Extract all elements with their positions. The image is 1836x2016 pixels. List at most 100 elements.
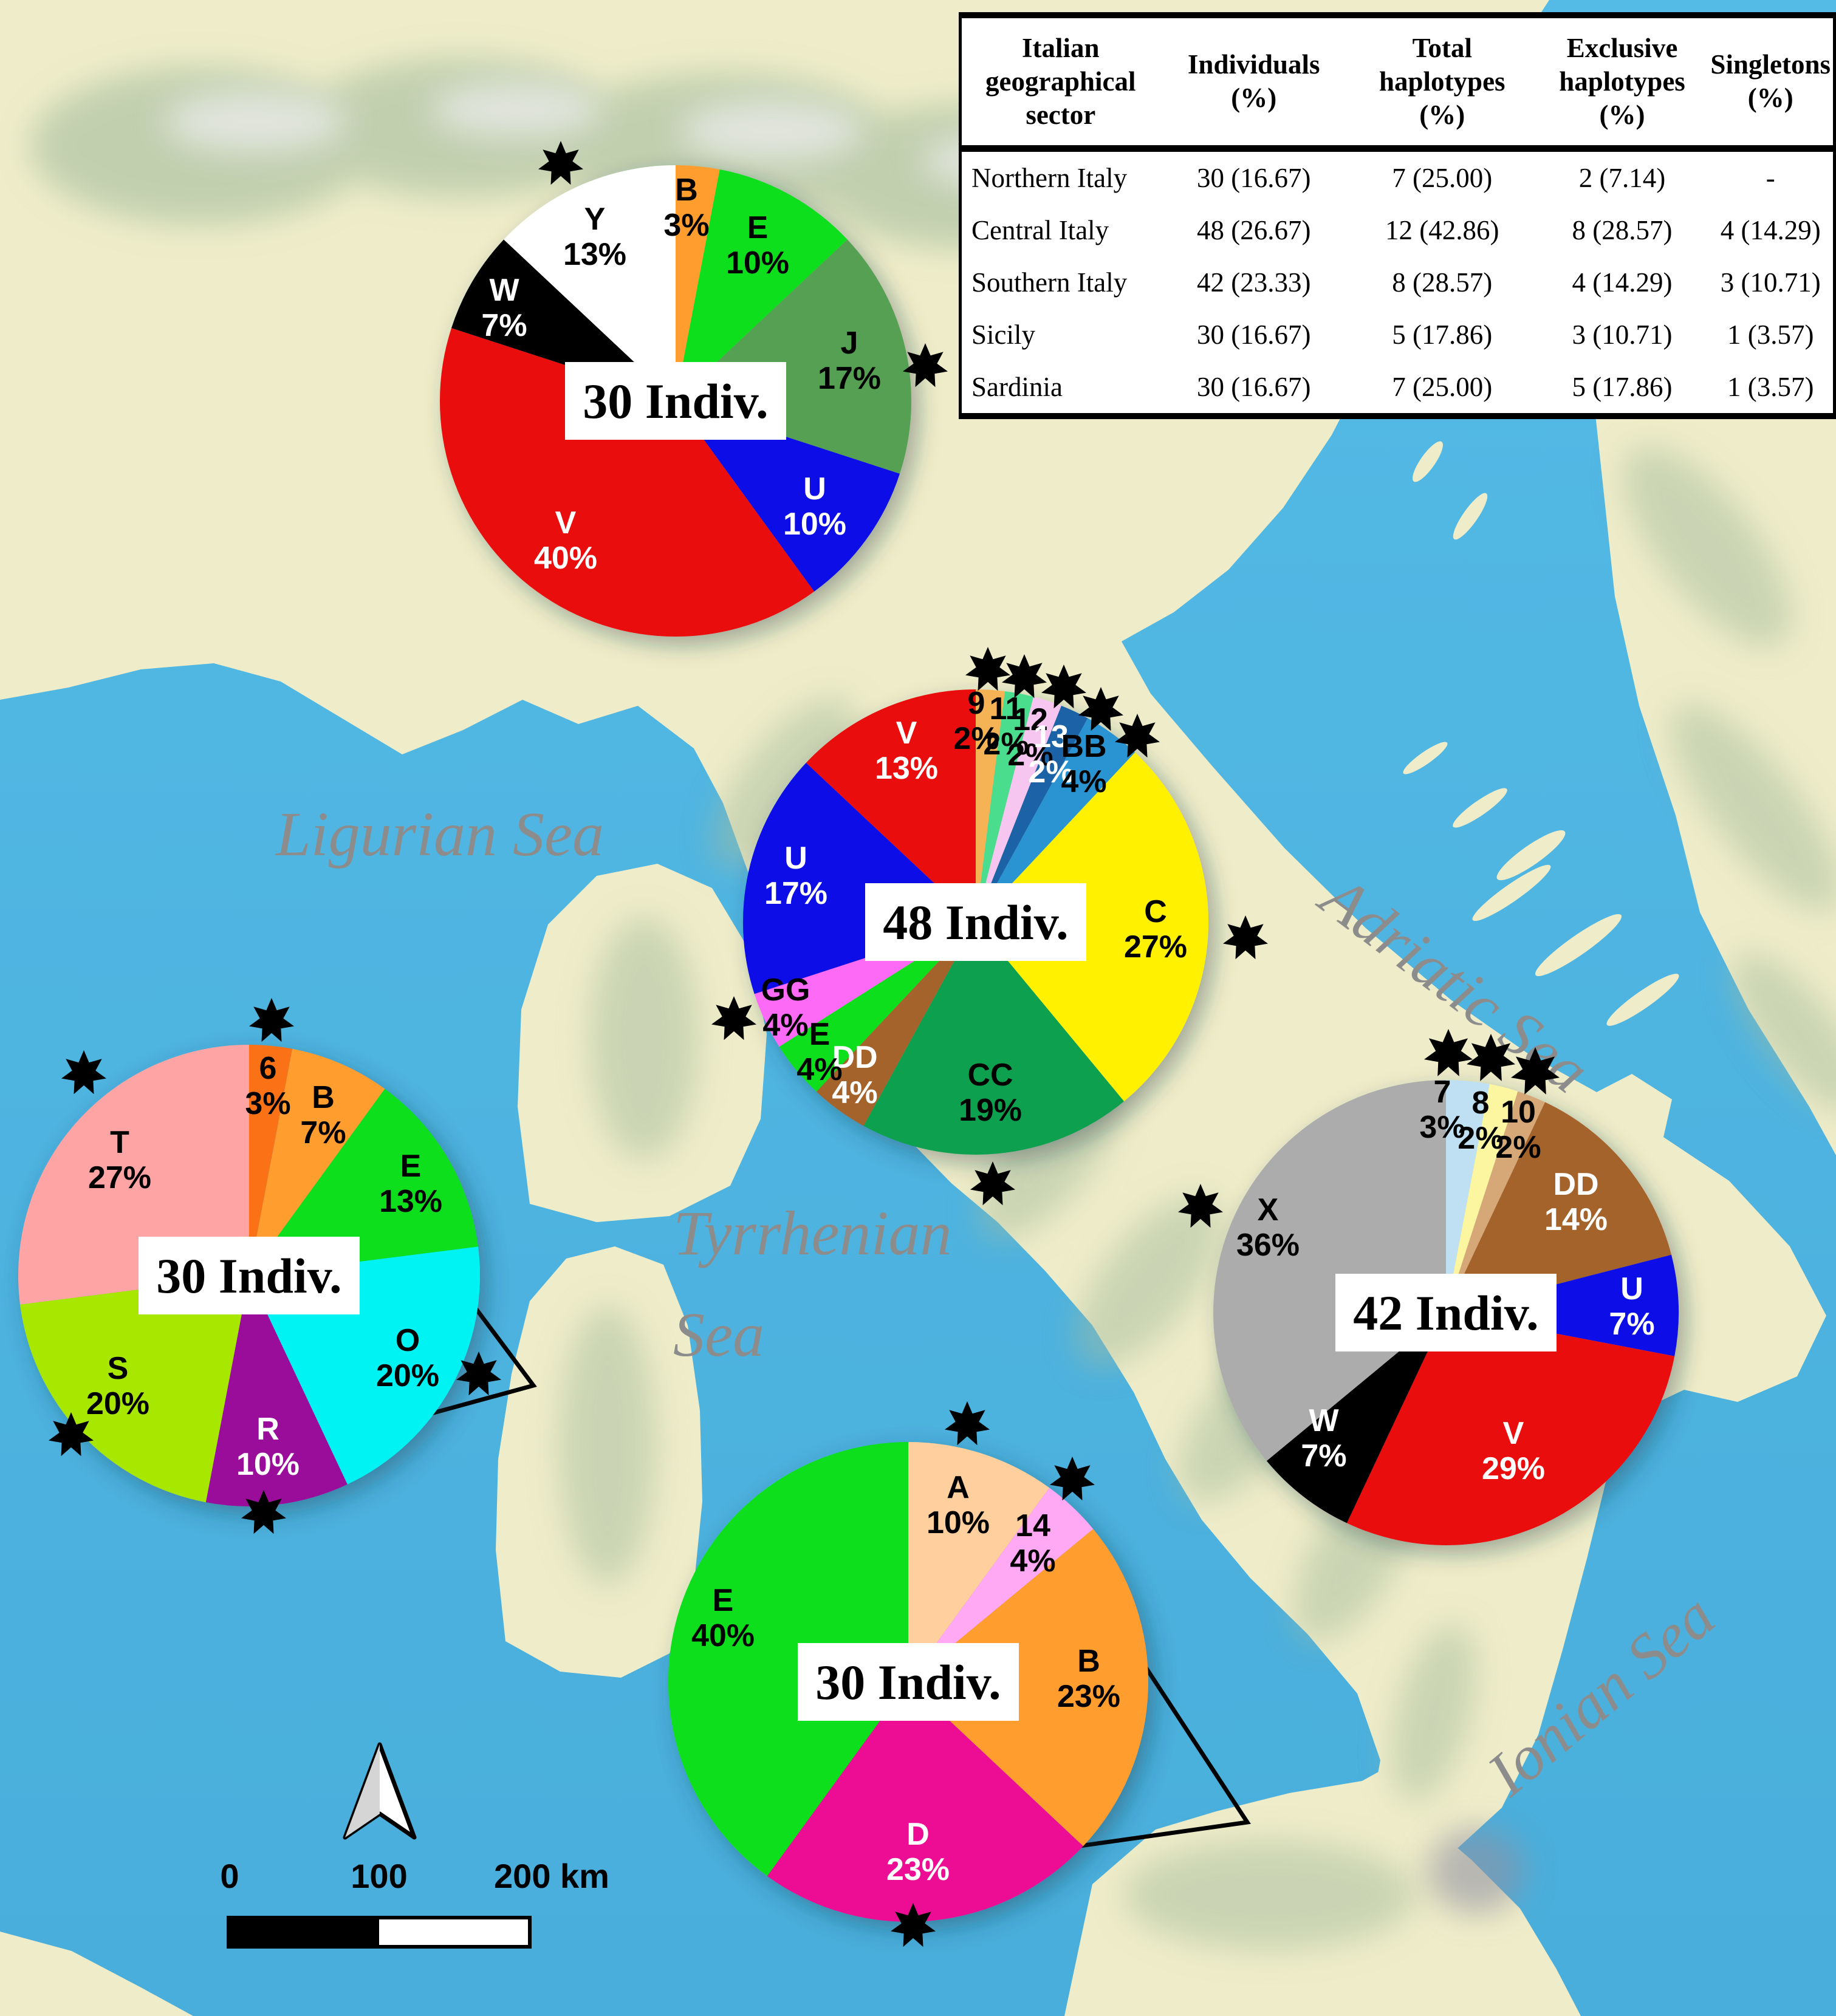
pie-title-box: [565, 362, 786, 440]
cell-exclusive: 3 (10.71): [1572, 319, 1673, 350]
pie-slice-B: [249, 1048, 385, 1276]
slice-percent-W: 7%: [481, 308, 527, 343]
cell-individuals: 30 (16.67): [1196, 162, 1311, 193]
cell-total: 7 (25.00): [1392, 371, 1493, 402]
cell-singletons: 3 (10.71): [1720, 267, 1821, 298]
pie-slice-8: [1446, 1084, 1518, 1313]
pie-slice-6: [249, 1045, 293, 1276]
slice-percent-13: 2%: [1028, 754, 1074, 790]
slice-percent-14: 4%: [1010, 1543, 1055, 1579]
pie-slice-C: [976, 752, 1208, 1102]
croatian-islands: [1403, 441, 1679, 1026]
table-row: Southern Italy 42 (23.33) 8 (28.57) 4 (1…: [962, 256, 1833, 309]
sampling-site-star: [891, 1903, 936, 1947]
slice-percent-11: 2%: [983, 726, 1029, 762]
sampling-site-star: [965, 647, 1010, 691]
slice-percent-9: 2%: [953, 721, 999, 756]
pie-title: 42 Indiv.: [1353, 1285, 1538, 1341]
slice-label-DD: DD: [1553, 1167, 1598, 1202]
slice-label-E: E: [809, 1017, 831, 1052]
cell-sector: Southern Italy: [971, 267, 1128, 298]
slice-percent-DD: 14%: [1544, 1202, 1608, 1237]
pie-central-italy: 92%112%122%132%BB4%C27%CC19%DD4%E4%GG4%U…: [742, 686, 1208, 1155]
scale-tick-0: 0: [220, 1857, 239, 1895]
slice-percent-GG: 4%: [762, 1008, 808, 1043]
cell-individuals: 42 (23.33): [1196, 267, 1311, 298]
cell-sector: Central Italy: [971, 214, 1109, 245]
slice-label-A: A: [947, 1470, 970, 1505]
slice-label-U: U: [784, 841, 807, 876]
cell-singletons: 1 (3.57): [1727, 319, 1814, 350]
slice-label-J: J: [841, 326, 858, 361]
slice-percent-U: 7%: [1609, 1307, 1654, 1342]
pie-slice-12: [976, 697, 1061, 922]
slice-percent-10: 2%: [1495, 1130, 1541, 1165]
pie-slice-CC: [863, 922, 1125, 1155]
slice-percent-V: 40%: [534, 541, 597, 576]
cell-total: 8 (28.57): [1392, 267, 1493, 298]
scale-bar: 0 100 200 km: [220, 1857, 609, 1949]
label-tyrrhenian-sea-line1: Tyrrhenian: [673, 1198, 951, 1268]
slice-label-E: E: [747, 210, 769, 245]
slice-percent-V: 13%: [875, 751, 938, 786]
cell-singletons: 4 (14.29): [1720, 214, 1821, 245]
land-africa-corner: [0, 1932, 193, 2016]
cell-sector: Sardinia: [971, 371, 1063, 402]
pie-slice-X: [1213, 1080, 1446, 1461]
slice-percent-S: 20%: [86, 1386, 149, 1421]
sampling-site-star: [456, 1351, 501, 1396]
sampling-site-star: [1511, 1047, 1560, 1095]
slice-percent-DD: 4%: [832, 1075, 877, 1110]
pie-slice-D: [767, 1682, 1083, 1922]
cell-exclusive: 2 (7.14): [1578, 162, 1666, 193]
sampling-site-star: [1050, 1457, 1095, 1501]
slice-percent-J: 17%: [818, 361, 881, 396]
pie-slice-S: [20, 1276, 249, 1503]
pie-slice-B: [908, 1529, 1149, 1847]
pie-slice-B: [676, 165, 720, 401]
sampling-site-star: [61, 1050, 106, 1095]
slice-label-W: W: [489, 273, 519, 308]
pie-slice-DD: [1446, 1102, 1671, 1313]
pie-slice-W: [1266, 1313, 1446, 1523]
label-ligurian-sea: Ligurian Sea: [275, 799, 604, 869]
slice-label-10: 10: [1501, 1095, 1536, 1130]
cell-exclusive: 5 (17.86): [1572, 371, 1673, 402]
pie-slice-E: [779, 922, 976, 1092]
pie-slice-9: [976, 689, 1005, 922]
slice-label-6: 6: [259, 1051, 277, 1086]
pie-sardinia: 63% B7%E13%O20%R10%S20%T27%30 Indiv.: [18, 1045, 480, 1507]
slice-percent-X: 36%: [1236, 1228, 1300, 1263]
slice-percent-BB: 4%: [1061, 764, 1106, 799]
sampling-site-star: [970, 1161, 1015, 1206]
scale-tick-100: 100: [351, 1857, 407, 1895]
slice-label-U: U: [1620, 1271, 1643, 1307]
slice-label-CC: CC: [967, 1058, 1013, 1093]
slice-label-W: W: [1309, 1403, 1339, 1438]
cell-individuals: 30 (16.67): [1196, 371, 1311, 402]
sampling-site-star: [49, 1412, 94, 1457]
slice-label-14: 14: [1015, 1508, 1050, 1543]
sampling-site-star: [1467, 1034, 1515, 1081]
sampling-site-star: [249, 998, 294, 1042]
header-sector: Italian geographical sector: [962, 18, 1160, 152]
slice-percent-B: 3%: [663, 208, 709, 243]
cell-exclusive: 8 (28.57): [1572, 214, 1673, 245]
pie-slice-Y: [504, 165, 676, 401]
sampling-site-star: [1115, 714, 1160, 758]
sampling-site-star: [538, 141, 583, 185]
sampling-site-star: [1002, 654, 1047, 699]
cell-singletons: -: [1766, 162, 1775, 193]
slice-percent-R: 10%: [236, 1447, 300, 1482]
slice-label-R: R: [256, 1412, 279, 1447]
cell-individuals: 48 (26.67): [1196, 214, 1311, 245]
pie-title: 48 Indiv.: [883, 895, 1068, 950]
cell-total: 5 (17.86): [1392, 319, 1493, 350]
label-tyrrhenian-sea-line2: Sea: [673, 1300, 764, 1370]
sampling-site-star: [1041, 665, 1086, 709]
pie-title-box: [798, 1643, 1019, 1721]
pie-slice-R: [205, 1276, 348, 1507]
pie-slice-V: [439, 328, 815, 637]
pie-northern-italy: B3% E10%J17%U10%V40%W7%Y13%30 Indiv.: [439, 165, 911, 637]
